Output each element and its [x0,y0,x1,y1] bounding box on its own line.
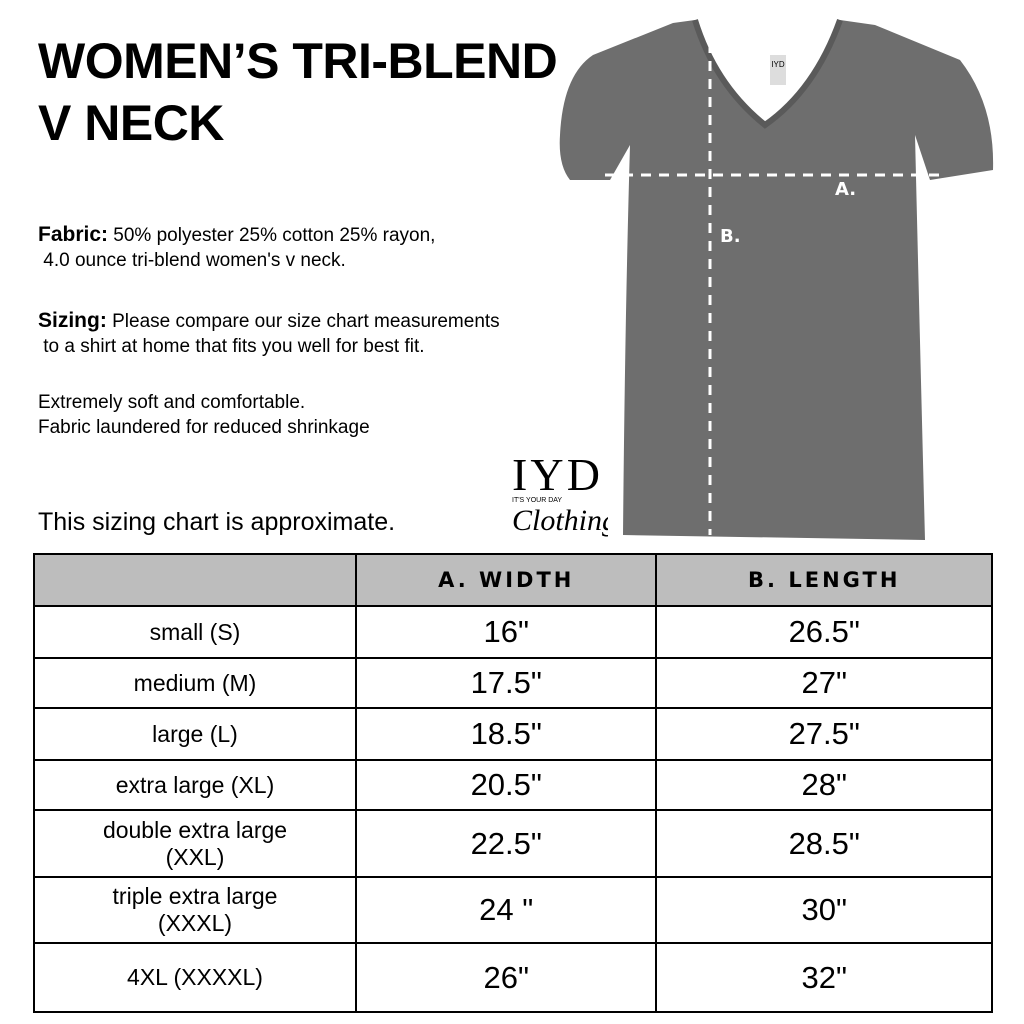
width-cell: 22.5" [354,809,658,878]
header-width: A. WIDTH [354,553,658,607]
length-cell: 27" [655,657,993,709]
shirt-body [559,20,994,540]
table-row: small (S) 16" 26.5" [33,605,993,659]
size-cell: small (S) [33,605,357,659]
logo-script: Clothing [512,504,608,537]
sizing-label: Sizing: [38,309,107,332]
extra-info: Extremely soft and comfortable. Fabric l… [38,390,370,440]
table-header-row: A. WIDTH B. LENGTH [33,553,993,607]
fabric-line-1: 50% polyester 25% cotton 25% rayon, [113,225,436,246]
table-row: extra large (XL) 20.5" 28" [33,759,993,811]
header-length: B. LENGTH [655,553,993,607]
brand-logo: IYD IT'S YOUR DAY Clothing [512,449,608,537]
fabric-info: Fabric: 50% polyester 25% cotton 25% ray… [38,222,435,273]
title-line-2: V NECK [38,95,224,151]
width-cell: 16" [354,605,658,659]
length-cell: 28" [655,759,993,811]
page-title: WOMEN’S TRI-BLEND V NECK [38,30,558,154]
approximate-note: This sizing chart is approximate. [38,508,396,536]
extra-line-1: Extremely soft and comfortable. [38,392,306,413]
width-cell: 18.5" [354,707,658,761]
size-cell: large (L) [33,707,357,761]
length-cell: 28.5" [655,809,993,878]
sizing-info: Sizing: Please compare our size chart me… [38,308,500,359]
size-cell: double extra large (XXL) [33,809,357,878]
table-row: triple extra large (XXXL) 24 " 30" [33,876,993,944]
table-row: double extra large (XXL) 22.5" 28.5" [33,809,993,878]
shirt-tag-text: IYD [771,60,785,69]
length-cell: 26.5" [655,605,993,659]
size-cell: 4XL (XXXXL) [33,942,357,1013]
header-size [33,553,357,607]
logo-main: IYD [512,449,600,500]
sizing-line-1: Please compare our size chart measuremen… [112,311,500,332]
length-cell: 27.5" [655,707,993,761]
fabric-line-2: 4.0 ounce tri-blend women's v neck. [43,250,346,271]
length-cell: 32" [655,942,993,1013]
title-line-1: WOMEN’S TRI-BLEND [38,33,558,89]
table-row: medium (M) 17.5" 27" [33,657,993,709]
label-b: B. [720,226,741,247]
length-cell: 30" [655,876,993,944]
width-cell: 20.5" [354,759,658,811]
size-cell: triple extra large (XXXL) [33,876,357,944]
label-a: A. [835,179,856,200]
fabric-label: Fabric: [38,223,109,246]
table-row: 4XL (XXXXL) 26" 32" [33,942,993,1013]
sizing-line-2: to a shirt at home that fits you well fo… [43,336,425,357]
size-table: A. WIDTH B. LENGTH small (S) 16" 26.5" medi… [33,553,993,1013]
size-cell: medium (M) [33,657,357,709]
shirt-tag [770,55,786,85]
width-cell: 24 " [354,876,658,944]
width-cell: 17.5" [354,657,658,709]
table-row: large (L) 18.5" 27.5" [33,707,993,761]
width-cell: 26" [354,942,658,1013]
shirt-image: IYD A. B. [559,18,994,540]
size-cell: extra large (XL) [33,759,357,811]
logo-small: IT'S YOUR DAY [512,497,562,504]
extra-line-2: Fabric laundered for reduced shrinkage [38,417,370,438]
